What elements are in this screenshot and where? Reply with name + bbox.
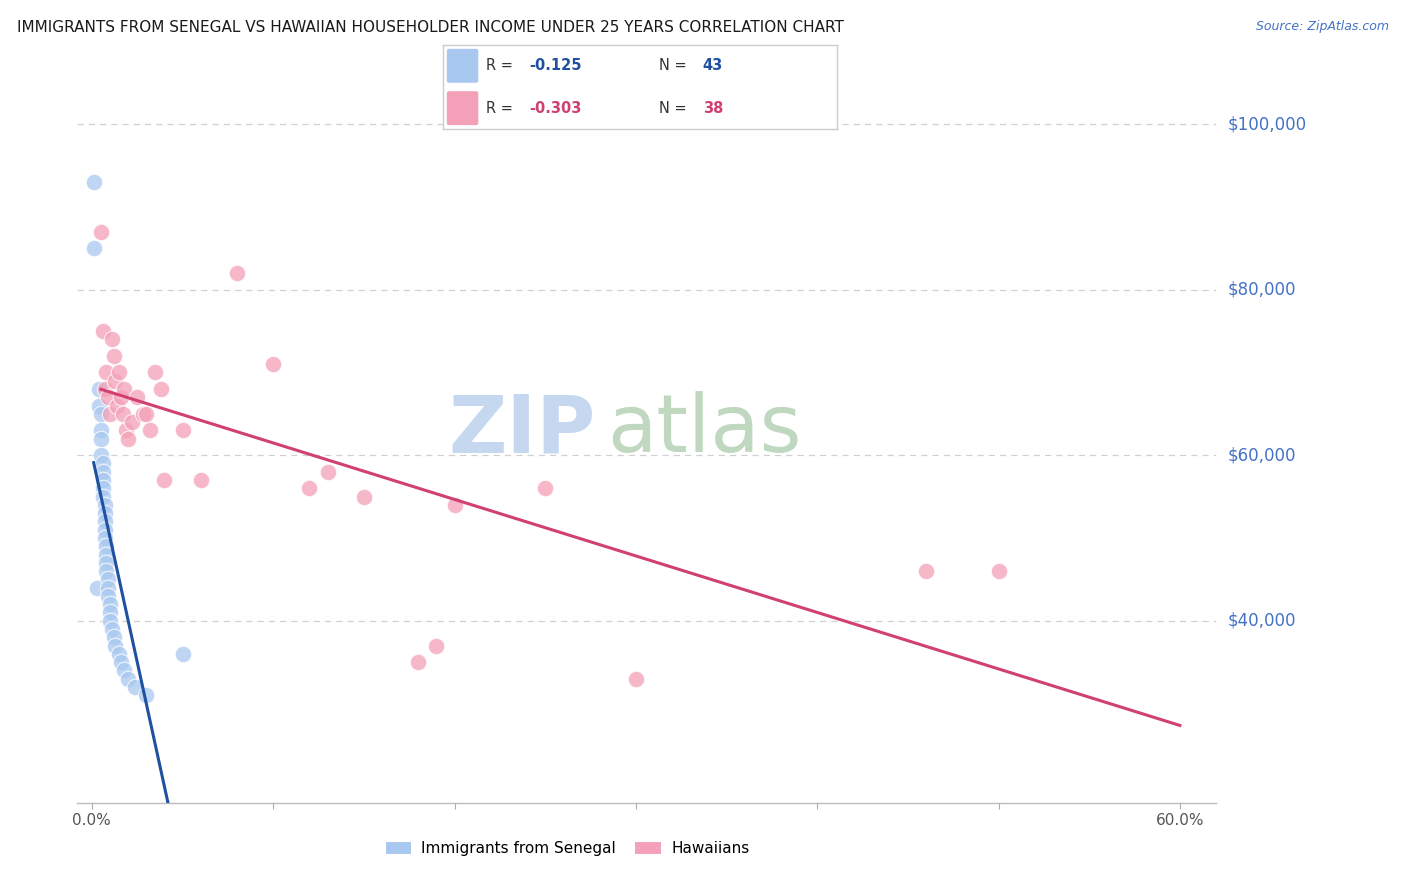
Point — [121, 415, 143, 429]
Text: -0.125: -0.125 — [530, 58, 582, 73]
Point — [316, 465, 339, 479]
Point — [83, 241, 105, 255]
Point — [93, 506, 115, 520]
Point — [91, 457, 114, 471]
Point — [93, 498, 115, 512]
Point — [96, 366, 118, 380]
Text: $40,000: $40,000 — [1227, 612, 1296, 630]
Point — [131, 407, 153, 421]
Point — [262, 357, 284, 371]
Point — [98, 614, 121, 628]
Point — [91, 490, 114, 504]
Point — [90, 432, 112, 446]
Point — [153, 473, 176, 487]
Point — [114, 664, 136, 678]
Point — [226, 266, 249, 280]
Point — [104, 639, 127, 653]
Point — [117, 672, 139, 686]
Point — [987, 564, 1010, 578]
Point — [135, 688, 157, 702]
Point — [298, 481, 321, 495]
Point — [86, 581, 108, 595]
Point — [149, 382, 172, 396]
Point — [98, 407, 121, 421]
Point — [87, 399, 110, 413]
Text: 43: 43 — [703, 58, 723, 73]
Point — [110, 655, 132, 669]
Point — [190, 473, 212, 487]
Point — [172, 423, 194, 437]
Text: -0.303: -0.303 — [530, 101, 582, 116]
Point — [127, 390, 149, 404]
Point — [104, 374, 127, 388]
Point — [114, 382, 136, 396]
Point — [135, 407, 157, 421]
Point — [101, 332, 124, 346]
Point — [105, 399, 128, 413]
Text: Source: ZipAtlas.com: Source: ZipAtlas.com — [1256, 20, 1389, 33]
Point — [93, 515, 115, 529]
Point — [98, 606, 121, 620]
Point — [97, 390, 120, 404]
Point — [90, 225, 112, 239]
Point — [103, 349, 125, 363]
Point — [101, 622, 124, 636]
Point — [110, 390, 132, 404]
Text: $60,000: $60,000 — [1227, 446, 1296, 464]
Point — [108, 366, 131, 380]
Point — [624, 672, 647, 686]
Point — [115, 423, 138, 437]
Point — [353, 490, 375, 504]
Point — [534, 481, 557, 495]
Point — [91, 465, 114, 479]
Point — [143, 366, 166, 380]
Legend: Immigrants from Senegal, Hawaiians: Immigrants from Senegal, Hawaiians — [378, 835, 755, 863]
Text: IMMIGRANTS FROM SENEGAL VS HAWAIIAN HOUSEHOLDER INCOME UNDER 25 YEARS CORRELATIO: IMMIGRANTS FROM SENEGAL VS HAWAIIAN HOUS… — [17, 20, 844, 35]
Point — [98, 597, 121, 611]
Point — [915, 564, 938, 578]
Point — [91, 473, 114, 487]
Point — [425, 639, 447, 653]
Point — [96, 539, 118, 553]
Text: N =: N = — [659, 101, 688, 116]
Point — [93, 382, 115, 396]
Point — [124, 680, 146, 694]
Point — [117, 432, 139, 446]
Point — [91, 324, 114, 338]
Point — [97, 589, 120, 603]
Point — [172, 647, 194, 661]
Text: N =: N = — [659, 58, 688, 73]
FancyBboxPatch shape — [447, 91, 478, 125]
Text: R =: R = — [486, 58, 513, 73]
Point — [108, 647, 131, 661]
Point — [93, 531, 115, 545]
Text: 38: 38 — [703, 101, 723, 116]
Text: $100,000: $100,000 — [1227, 115, 1306, 133]
Point — [90, 407, 112, 421]
Point — [139, 423, 162, 437]
Point — [90, 423, 112, 437]
Text: atlas: atlas — [607, 392, 801, 469]
Point — [97, 581, 120, 595]
Point — [91, 481, 114, 495]
Point — [103, 630, 125, 644]
Point — [406, 655, 429, 669]
Point — [97, 573, 120, 587]
Text: R =: R = — [486, 101, 513, 116]
Point — [96, 564, 118, 578]
Text: $80,000: $80,000 — [1227, 281, 1296, 299]
Point — [83, 175, 105, 189]
Text: ZIP: ZIP — [449, 392, 596, 469]
FancyBboxPatch shape — [447, 49, 478, 83]
Point — [90, 448, 112, 462]
Point — [443, 498, 465, 512]
Point — [96, 548, 118, 562]
Point — [93, 523, 115, 537]
Point — [111, 407, 134, 421]
Point — [87, 382, 110, 396]
Point — [96, 556, 118, 570]
